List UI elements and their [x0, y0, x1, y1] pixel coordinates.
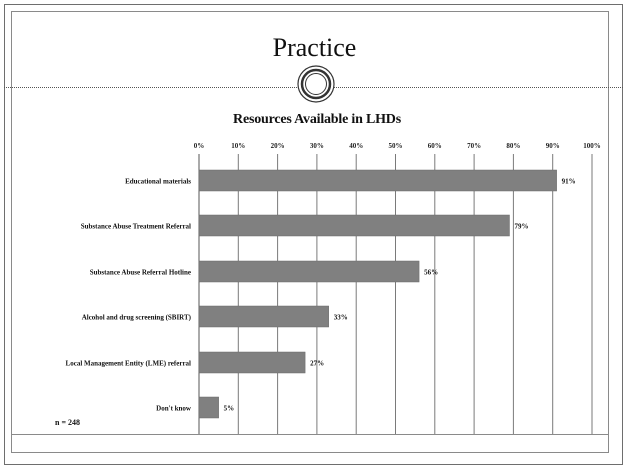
category-label: Don't know: [156, 405, 192, 413]
x-tick-label: 20%: [271, 142, 285, 150]
category-label: Substance Abuse Treatment Referral: [81, 223, 191, 231]
bar: [198, 351, 306, 374]
x-tick-label: 30%: [310, 142, 324, 150]
x-tick-label: 50%: [389, 142, 403, 150]
category-label: Local Management Entity (LME) referral: [66, 360, 192, 368]
category-label: Substance Abuse Referral Hotline: [90, 269, 191, 277]
chart-title: Resources Available in LHDs: [233, 112, 401, 127]
bar: [198, 305, 329, 328]
x-tick-label: 90%: [546, 142, 560, 150]
x-tick-label: 100%: [583, 142, 601, 150]
data-label: 33%: [334, 314, 348, 322]
x-tick-label: 60%: [428, 142, 442, 150]
x-tick-label: 80%: [506, 142, 520, 150]
bar: [198, 214, 510, 237]
sample-size-note: n = 248: [55, 418, 81, 427]
data-label: 27%: [310, 360, 324, 368]
category-label: Alcohol and drug screening (SBIRT): [82, 314, 192, 322]
data-label: 91%: [562, 178, 576, 186]
bar: [198, 169, 557, 192]
x-tick-label: 10%: [231, 142, 245, 150]
x-tick-label: 70%: [467, 142, 481, 150]
data-label: 56%: [424, 269, 438, 277]
bar: [198, 260, 420, 283]
slide-outer-frame: [4, 4, 623, 465]
x-tick-label: 40%: [349, 142, 363, 150]
circle-ornament-icon: [297, 65, 335, 103]
bottom-band-line: [11, 434, 609, 435]
slide-inner-frame: [11, 11, 609, 453]
data-label: 5%: [224, 405, 235, 413]
x-tick-label: 0%: [194, 142, 205, 150]
data-label: 79%: [514, 223, 528, 231]
bar: [198, 396, 219, 419]
category-label: Educational materials: [125, 178, 191, 186]
slide-title: Practice: [272, 33, 357, 62]
